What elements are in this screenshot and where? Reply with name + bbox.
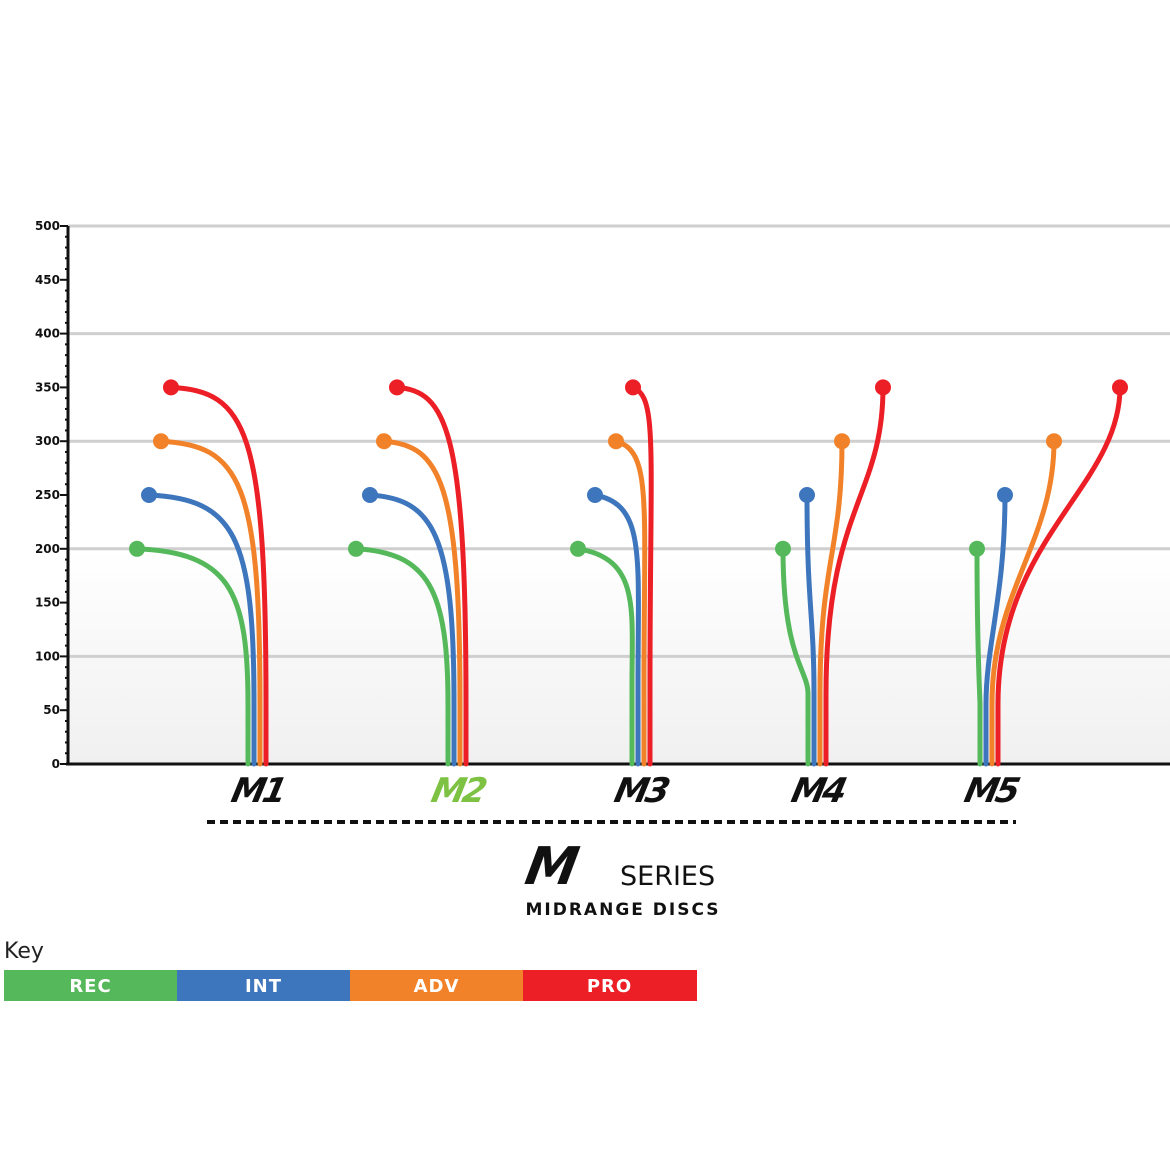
flight-path-pro-m2 bbox=[394, 384, 469, 767]
flight-path-pro-m1 bbox=[168, 384, 269, 767]
key-label-rec: REC bbox=[69, 976, 111, 997]
endpoint-rec-m4 bbox=[775, 540, 791, 557]
endpoint-rec-m5 bbox=[969, 540, 985, 557]
flight-path-pro-m4 bbox=[823, 384, 886, 767]
flight-path-rec-m4 bbox=[780, 546, 811, 767]
key-title: Key bbox=[4, 939, 44, 964]
series-logo-mark: M bbox=[521, 836, 583, 897]
series-title-word: SERIES bbox=[620, 861, 715, 892]
y-tick-label: 150 bbox=[35, 596, 60, 610]
disc-label-m1: M1 bbox=[228, 771, 288, 811]
y-tick-label: 0 bbox=[52, 757, 60, 771]
series-subtitle: MIDRANGE DISCS bbox=[525, 900, 720, 920]
key-swatch-pro bbox=[523, 970, 697, 1001]
flight-path-int-m4 bbox=[804, 492, 817, 767]
endpoint-adv-m4 bbox=[834, 433, 850, 450]
key-legend: Key REC INT ADV PRO bbox=[4, 939, 697, 1001]
flight-path-int-m2 bbox=[367, 492, 457, 767]
endpoint-adv-m5 bbox=[1046, 433, 1062, 450]
series-title: M SERIES MIDRANGE DISCS bbox=[207, 820, 1016, 920]
flight-path-rec-m2 bbox=[353, 546, 451, 767]
y-tick-label: 300 bbox=[35, 434, 60, 448]
flight-path-rec-m1 bbox=[134, 546, 251, 767]
disc-labels: M1 M2 M3 M4 M5 bbox=[228, 771, 1023, 811]
endpoint-rec-m2 bbox=[348, 540, 364, 557]
endpoint-int-m4 bbox=[799, 487, 815, 503]
endpoint-rec-m1 bbox=[129, 540, 145, 557]
key-swatch-int bbox=[177, 970, 351, 1001]
key-label-adv: ADV bbox=[414, 976, 460, 997]
y-tick-label: 400 bbox=[35, 327, 60, 341]
endpoint-pro-m3 bbox=[625, 379, 641, 396]
flight-path-pro-m3 bbox=[630, 384, 654, 767]
endpoint-pro-m5 bbox=[1112, 379, 1128, 396]
disc-label-m3: M3 bbox=[611, 771, 672, 811]
endpoint-int-m2 bbox=[362, 487, 378, 503]
flight-path-int-m5 bbox=[983, 492, 1008, 767]
y-tick-label: 200 bbox=[35, 542, 60, 556]
endpoint-int-m1 bbox=[141, 487, 157, 503]
y-tick-label: 250 bbox=[35, 488, 60, 502]
flight-path-rec-m5 bbox=[974, 546, 983, 767]
y-tick-label: 350 bbox=[35, 380, 60, 394]
flight-path-adv-m2 bbox=[381, 438, 463, 767]
key-swatch-rec bbox=[4, 970, 178, 1001]
disc-label-m2: M2 bbox=[428, 771, 489, 811]
y-tick-label: 500 bbox=[35, 219, 60, 233]
key-label-int: INT bbox=[245, 976, 282, 997]
key-swatch-adv bbox=[350, 970, 524, 1001]
flight-path-adv-m5 bbox=[989, 438, 1057, 767]
flight-path-int-m1 bbox=[146, 492, 257, 767]
endpoint-adv-m3 bbox=[608, 433, 624, 450]
flight-paths bbox=[129, 379, 1128, 767]
disc-label-m5: M5 bbox=[961, 771, 1023, 811]
flight-path-rec-m3 bbox=[575, 546, 635, 767]
flight-path-pro-m5 bbox=[995, 384, 1123, 767]
endpoint-rec-m3 bbox=[570, 540, 586, 557]
y-tick-label: 50 bbox=[43, 703, 60, 717]
endpoint-int-m3 bbox=[587, 487, 603, 503]
key-label-pro: PRO bbox=[587, 976, 632, 997]
endpoint-pro-m1 bbox=[163, 379, 179, 396]
endpoint-pro-m2 bbox=[389, 379, 405, 396]
flight-path-adv-m1 bbox=[158, 438, 263, 767]
y-tick-label: 100 bbox=[35, 649, 60, 663]
endpoint-adv-m2 bbox=[376, 433, 392, 450]
disc-label-m4: M4 bbox=[788, 771, 849, 811]
endpoint-pro-m4 bbox=[875, 379, 891, 396]
flight-path-int-m3 bbox=[592, 492, 641, 767]
endpoint-int-m5 bbox=[997, 487, 1013, 503]
flight-path-adv-m4 bbox=[817, 438, 845, 767]
endpoint-adv-m1 bbox=[153, 433, 169, 450]
flight-path-adv-m3 bbox=[613, 438, 648, 767]
y-tick-label: 450 bbox=[35, 273, 60, 287]
